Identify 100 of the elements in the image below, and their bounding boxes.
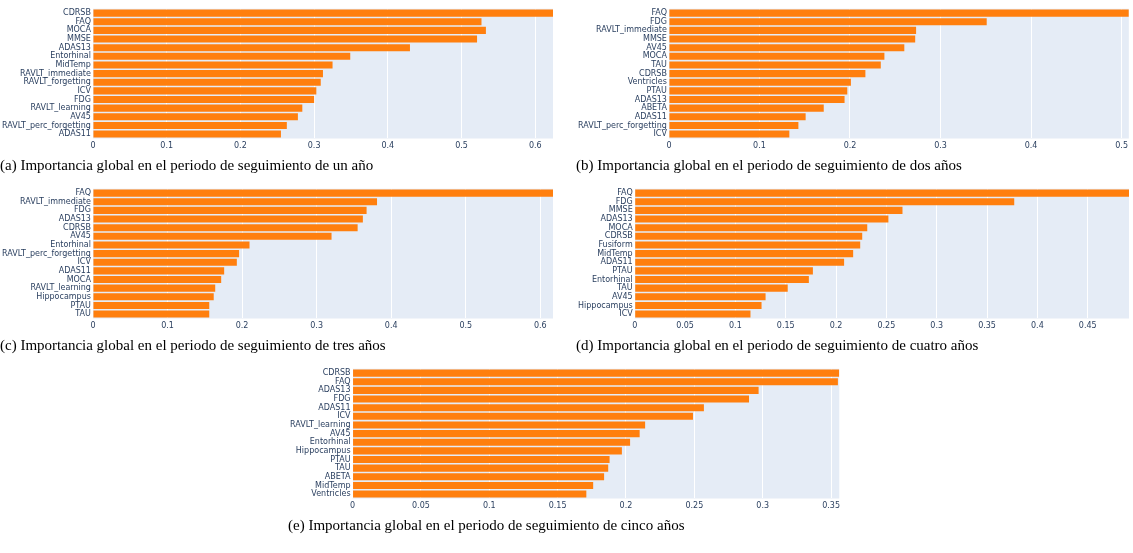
y-tick-label: RAVLT_learning (30, 103, 91, 113)
bar (93, 95, 315, 104)
y-tick-label: Hippocampus (578, 300, 633, 310)
y-tick-label: RAVLT_learning (30, 283, 91, 293)
y-tick-label: ADAS13 (58, 214, 91, 224)
x-tick-label: 0.3 (310, 321, 323, 331)
y-tick-label: CDRSB (63, 222, 91, 232)
x-tick-label: 0.2 (619, 501, 633, 511)
bar (93, 121, 287, 129)
y-tick-label: MMSE (642, 34, 667, 44)
y-tick-label: FDG (73, 94, 91, 104)
x-tick-label: 0.25 (877, 321, 896, 331)
text: (b) Importancia global en el periodo de seguimiento de dos años (576, 156, 963, 175)
y-tick-label: TAU (74, 309, 92, 319)
x-tick-label: 0.3 (756, 501, 770, 511)
text: (c) Importancia global en el periodo de seguimiento de tres años (0, 336, 387, 355)
y-tick-label: PTAU (612, 265, 633, 275)
y-tick-label: RAVLT_learning (290, 420, 351, 430)
x-tick-label: 0.05 (676, 321, 694, 331)
x-tick-label: 0.1 (161, 321, 174, 331)
y-tick-label: CDRSB (63, 8, 91, 18)
x-tick-label: 0.2 (829, 321, 843, 331)
y-tick-label: AV45 (612, 291, 633, 301)
x-tick-label: 0.3 (307, 141, 321, 151)
y-tick-label: RAVLT_perc_forgetting (1, 248, 91, 258)
y-tick-label: FDG (615, 196, 633, 206)
y-tick-label: RAVLT_forgetting (23, 77, 91, 87)
x-tick-label: 0.1 (482, 501, 496, 511)
bar (93, 310, 210, 318)
x-tick-label: 0.45 (1078, 321, 1097, 331)
x-tick-label: 0.5 (455, 141, 468, 151)
x-tick-label: 0 (632, 321, 638, 331)
y-tick-label: MOCA (642, 51, 668, 61)
x-tick-label: 0.1 (160, 141, 174, 151)
x-tick-label: 0.4 (381, 141, 395, 151)
y-tick-label: RAVLT_immediate (596, 25, 667, 35)
y-tick-label: MidTemp (55, 60, 91, 70)
y-tick-label: PTAU (646, 85, 668, 95)
bar (669, 121, 799, 129)
y-tick-label: MidTemp (597, 248, 633, 258)
y-tick-label: Entorhinal (591, 274, 633, 284)
y-tick-label: MidTemp (315, 480, 351, 490)
y-tick-label: MMSE (608, 205, 633, 215)
y-tick-label: MMSE (66, 34, 91, 44)
y-tick-label: Entorhinal (50, 240, 91, 250)
y-tick-label: ABETA (324, 471, 352, 481)
y-tick-label: ABETA (641, 103, 668, 113)
y-tick-label: CDRSB (322, 368, 351, 378)
y-tick-label: AV45 (646, 42, 667, 52)
bar (93, 301, 210, 309)
y-tick-label: AV45 (70, 231, 91, 241)
y-tick-label: FAQ (617, 188, 633, 198)
y-tick-label: TAU (333, 463, 351, 473)
y-tick-label: MOCA (608, 222, 634, 232)
y-tick-label: Fusiform (598, 240, 633, 250)
y-tick-label: MOCA (66, 274, 92, 284)
y-tick-label: FAQ (651, 8, 667, 18)
x-tick-label: 0.6 (533, 321, 547, 331)
y-tick-label: RAVLT_immediate (20, 68, 91, 78)
bar (93, 130, 281, 138)
y-tick-label: FDG (649, 16, 667, 26)
x-tick-label: 0 (666, 141, 672, 151)
y-tick-label: MOCA (66, 25, 92, 35)
x-tick-label: 0.4 (1024, 141, 1038, 151)
text: (a) Importancia global en el periodo de seguimiento de un año (0, 156, 375, 175)
bar (669, 130, 790, 138)
y-tick-label: ADAS11 (58, 265, 91, 275)
y-tick-label: PTAU (330, 454, 351, 464)
bar (635, 301, 762, 309)
y-tick-label: ADAS11 (600, 257, 633, 267)
x-tick-label: 0.25 (685, 501, 704, 511)
text: (e) Importancia global en el periodo de seguimiento de cinco años (288, 516, 686, 535)
y-tick-label: TAU (650, 60, 668, 70)
y-tick-label: ADAS11 (58, 129, 91, 139)
x-tick-label: 0.2 (235, 321, 249, 331)
y-tick-label: ADAS13 (600, 214, 633, 224)
y-tick-label: ADAS13 (58, 42, 91, 52)
x-tick-label: 0 (90, 321, 96, 331)
bar (669, 95, 845, 104)
x-tick-label: 0.35 (822, 501, 840, 511)
x-tick-label: 0.15 (776, 321, 795, 331)
y-tick-label: CDRSB (639, 68, 667, 78)
y-tick-label: Ventricles (311, 489, 351, 499)
y-tick-label: AV45 (70, 111, 91, 121)
y-tick-label: RAVLT_immediate (20, 196, 91, 206)
y-tick-label: FAQ (75, 188, 91, 198)
x-tick-label: 0 (350, 501, 356, 511)
bar (635, 275, 809, 284)
bar (353, 481, 594, 489)
bar (353, 490, 587, 498)
bar (635, 310, 751, 318)
y-tick-label: CDRSB (604, 231, 633, 241)
y-tick-label: Ventricles (627, 77, 667, 87)
y-tick-label: TAU (616, 283, 633, 293)
x-tick-label: 0.1 (753, 141, 766, 151)
y-tick-label: PTAU (70, 300, 92, 310)
text: (d) Importancia global en el periodo de seguimiento de cuatro años (576, 336, 980, 355)
y-tick-label: ICV (653, 129, 668, 139)
x-tick-label: 0.4 (384, 321, 398, 331)
y-tick-label: ICV (337, 411, 352, 421)
